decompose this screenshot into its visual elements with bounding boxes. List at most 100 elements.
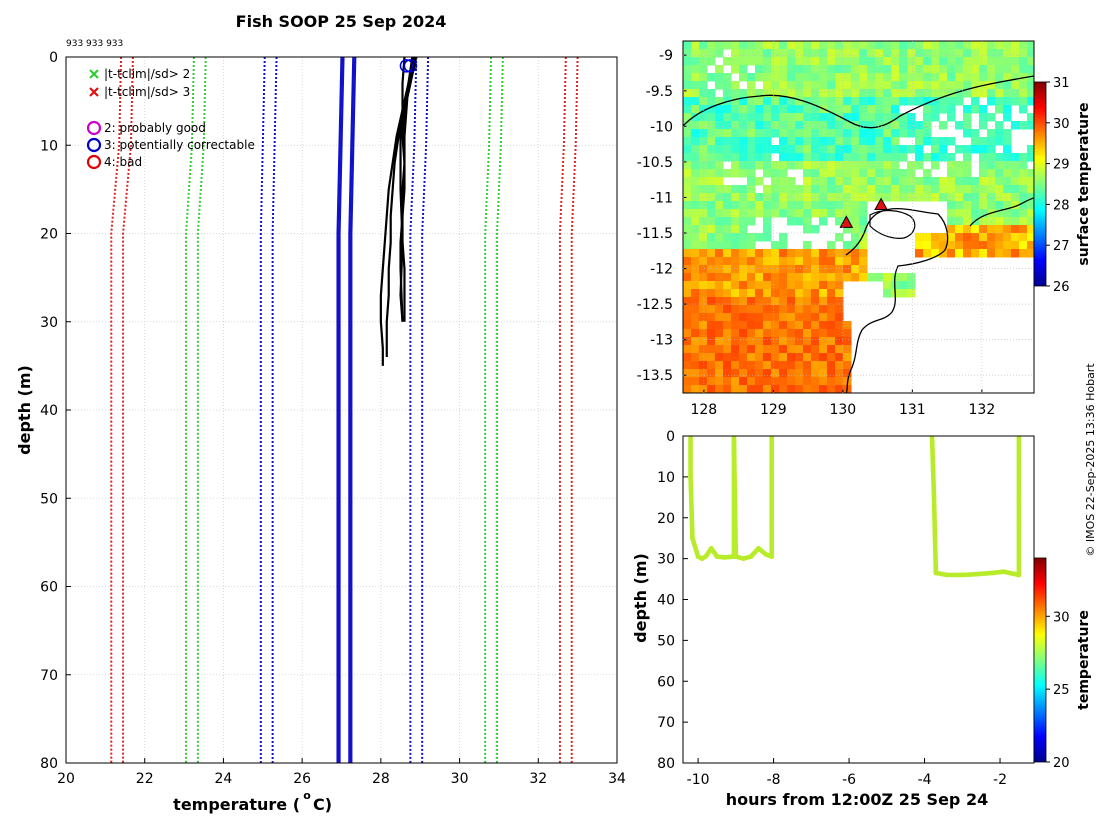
sst-pixel (731, 97, 740, 106)
sst-pixel (723, 41, 732, 50)
sst-pixel (1011, 153, 1020, 162)
sst-pixel (883, 49, 892, 58)
sst-pixel (963, 73, 972, 82)
sst-pixel (851, 241, 860, 250)
sst-pixel (851, 97, 860, 106)
sst-pixel (819, 353, 828, 362)
sst-pixel (859, 97, 868, 106)
sst-pixel (1019, 201, 1028, 210)
sst-pixel (835, 201, 844, 210)
sst-pixel (1003, 57, 1012, 66)
sst-pixel (995, 249, 1004, 258)
sst-pixel (723, 361, 732, 370)
sst-pixel (923, 89, 932, 98)
sst-pixel (731, 321, 740, 330)
sst-pixel (1027, 177, 1034, 186)
sst-pixel (803, 57, 812, 66)
sst-pixel (811, 249, 820, 258)
sst-pixel (875, 105, 884, 114)
sst-pixel (747, 121, 756, 130)
sst-pixel (723, 105, 732, 114)
sst-pixel (1027, 65, 1034, 74)
sst-pixel (779, 121, 788, 130)
sst-pixel (731, 209, 740, 218)
sst-pixel (795, 273, 804, 282)
sst-pixel (851, 193, 860, 202)
sst-pixel (835, 97, 844, 106)
sst-pixel (819, 49, 828, 58)
sst-pixel (747, 201, 756, 210)
sst-pixel (1019, 41, 1028, 50)
sst-pixel (691, 241, 700, 250)
sst-pixel (707, 321, 716, 330)
sst-pixel (803, 257, 812, 266)
sst-pixel (859, 265, 868, 274)
sst-pixel (803, 337, 812, 346)
sst-pixel (923, 169, 932, 178)
time-y-tick-label: 30 (657, 552, 675, 568)
sst-pixel (763, 49, 772, 58)
sst-pixel (891, 65, 900, 74)
sst-pixel (859, 65, 868, 74)
sst-pixel (955, 97, 964, 106)
sst-pixel (947, 73, 956, 82)
sst-pixel (763, 129, 772, 138)
sst-pixel (699, 329, 708, 338)
sst-pixel (691, 121, 700, 130)
sst-pixel (931, 57, 940, 66)
sst-pixel (771, 241, 780, 250)
sst-pixel (987, 153, 996, 162)
sst-pixel (979, 105, 988, 114)
sst-pixel (811, 297, 820, 306)
sst-pixel (891, 185, 900, 194)
sst-pixel (931, 153, 940, 162)
sst-pixel (723, 241, 732, 250)
sst-pixel (779, 113, 788, 122)
sst-pixel (707, 121, 716, 130)
sst-pixel (795, 73, 804, 82)
sst-pixel (731, 241, 740, 250)
sst-pixel (819, 297, 828, 306)
sst-pixel (747, 369, 756, 378)
sst-pixel (971, 41, 980, 50)
sst-pixel (771, 305, 780, 314)
sst-pixel (747, 49, 756, 58)
sst-pixel (699, 313, 708, 322)
sst-pixel (1003, 113, 1012, 122)
sst-pixel (931, 81, 940, 90)
sst-pixel (723, 73, 732, 82)
sst-pixel (1003, 233, 1012, 242)
sst-pixel (875, 81, 884, 90)
sst-pixel (715, 137, 724, 146)
sst-pixel (971, 185, 980, 194)
sst-pixel (787, 89, 796, 98)
sst-pixel (803, 289, 812, 298)
sst-pixel (787, 385, 796, 393)
sst-pixel (747, 217, 756, 226)
sst-pixel (1027, 49, 1034, 58)
sst-pixel (803, 73, 812, 82)
sst-pixel (1027, 201, 1034, 210)
sst-pixel (739, 289, 748, 298)
sst-pixel (827, 321, 836, 330)
sst-pixel (747, 265, 756, 274)
sst-pixel (699, 201, 708, 210)
sst-pixel (827, 113, 836, 122)
sst-pixel (763, 209, 772, 218)
sst-pixel (915, 177, 924, 186)
sst-pixel (779, 169, 788, 178)
sst-pixel (739, 201, 748, 210)
sst-pixel (923, 177, 932, 186)
time-depth-points (688, 436, 1022, 578)
map-y-tick-label: -11.5 (637, 226, 673, 242)
sst-pixel (827, 57, 836, 66)
sst-pixel (779, 65, 788, 74)
sst-pixel (731, 217, 740, 226)
sst-pixel (691, 345, 700, 354)
sst-pixel (1011, 249, 1020, 258)
sst-pixel (803, 385, 812, 393)
sst-pixel (715, 289, 724, 298)
sst-pixel (787, 297, 796, 306)
sst-pixel (835, 353, 844, 362)
sst-pixel (715, 41, 724, 50)
